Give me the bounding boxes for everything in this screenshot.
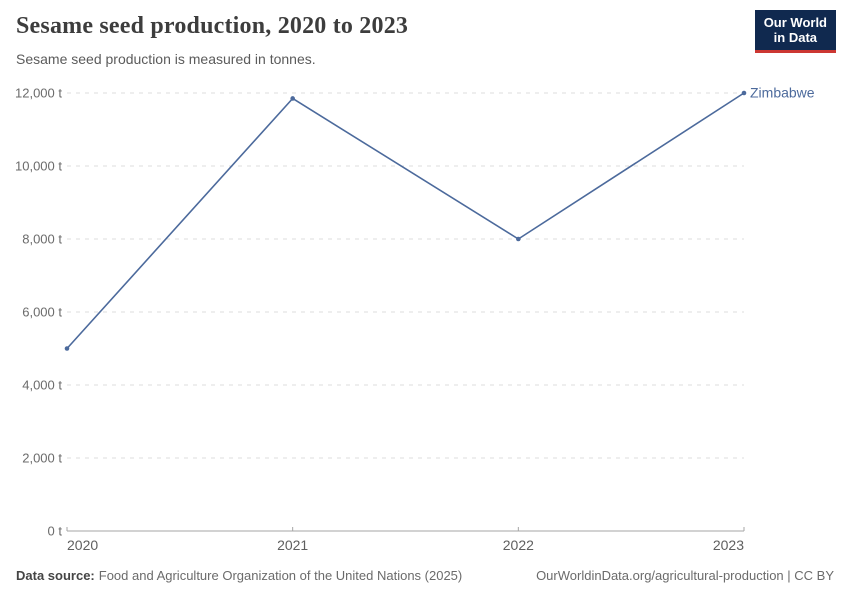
data-source-label: Data source: [16,568,95,583]
y-axis-label-12000: 12,000 t [15,86,62,101]
series-line-zimbabwe[interactable] [66,92,745,350]
x-axis-label-2020: 2020 [67,537,98,553]
x-axis-label-2023: 2023 [713,537,744,553]
data-point-2022[interactable] [516,236,521,242]
license-credit: OurWorldinData.org/agricultural-producti… [536,568,834,583]
x-axis-label-2021: 2021 [277,537,308,553]
owid-logo-line2: in Data [773,30,818,46]
series-label-zimbabwe[interactable]: Zimbabwe [750,85,815,101]
y-axis-label-2000: 2,000 t [22,451,62,466]
data-point-2023[interactable] [741,90,747,96]
owid-logo[interactable]: Our World in Data [754,10,836,53]
y-axis-label-10000: 10,000 t [15,159,62,174]
chart-subtitle: Sesame seed production is measured in to… [16,51,316,67]
x-axis-label-2022: 2022 [503,537,534,553]
data-source: Data source: Food and Agriculture Organiz… [16,568,462,583]
y-axis-label-8000: 8,000 t [22,232,62,247]
owid-logo-line1: Our World [763,15,827,30]
page-title: Sesame seed production, 2020 to 2023 [16,13,409,39]
y-axis-label-0: 0 t [48,524,63,539]
data-point-2020[interactable] [64,346,70,351]
data-source-text: Food and Agriculture Organization of the… [98,568,463,583]
data-point-2021[interactable] [290,96,295,101]
chart-footer: Data source: Food and Agriculture Organiz… [16,568,834,583]
y-axis-label-6000: 6,000 t [22,305,62,320]
y-axis-label-4000: 4,000 t [22,378,62,393]
